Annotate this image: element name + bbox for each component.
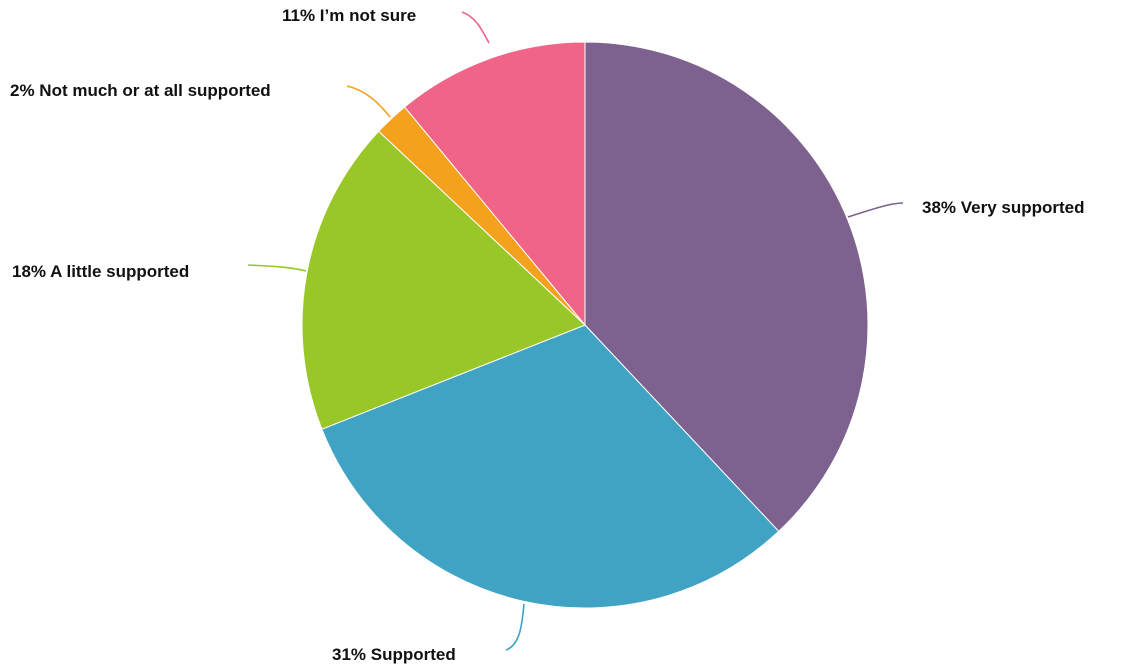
pie-slice-i-m-not-sure — [403, 41, 586, 327]
slice-label-not-much-or-at-all-supported: 2% Not much or at all supported — [10, 81, 271, 100]
pie-labels: 38% Very supported 31% Supported 18% A lit… — [10, 6, 1085, 664]
leader-line-very-supported — [847, 202, 904, 218]
leader-line-a-little-supported — [247, 264, 307, 272]
leader-line-supported — [505, 603, 525, 651]
slice-label-supported: 31% Supported — [332, 645, 456, 664]
slice-label-a-little-supported: 18% A little supported — [12, 262, 189, 281]
pie-slice-very-supported — [584, 41, 869, 533]
pie-slice-supported — [321, 324, 780, 609]
leader-line-not-much-or-at-all-supported — [346, 85, 391, 118]
leader-line-i-m-not-sure — [461, 11, 490, 44]
pie-slices — [301, 41, 869, 609]
pie-leader-lines — [247, 11, 904, 651]
pie-slice-a-little-supported — [301, 130, 586, 430]
slice-label-very-supported: 38% Very supported — [922, 198, 1085, 217]
slice-label-i-m-not-sure: 11% I’m not sure — [282, 6, 416, 25]
